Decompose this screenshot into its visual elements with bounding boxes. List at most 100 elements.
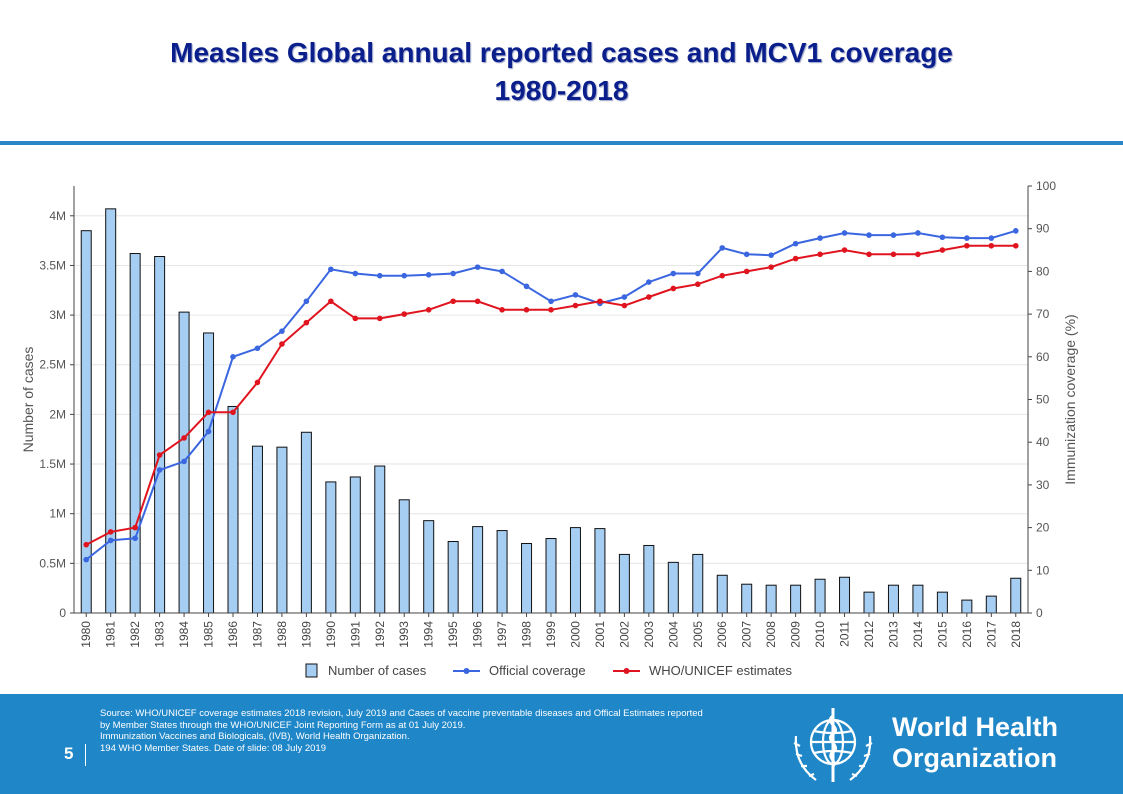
point-who-unicef-estimates: [792, 255, 799, 262]
left-axis-title: Number of cases: [20, 347, 36, 453]
x-tick-label: 1991: [348, 621, 362, 648]
point-official-coverage: [205, 428, 212, 435]
x-tick-label: 1988: [275, 621, 289, 648]
point-who-unicef-estimates: [328, 298, 334, 305]
bar-cases: [496, 530, 508, 614]
point-who-unicef-estimates: [743, 268, 750, 275]
x-tick-label: 2004: [666, 621, 680, 648]
point-official-coverage: [621, 294, 628, 300]
point-official-coverage: [303, 298, 310, 305]
bar-cases: [276, 446, 288, 614]
point-who-unicef-estimates: [548, 307, 554, 313]
right-tick-label: 60: [1036, 350, 1050, 364]
point-official-coverage: [156, 467, 163, 473]
x-tick-label: 1997: [495, 621, 509, 648]
point-official-coverage: [254, 345, 261, 352]
x-tick-label: 2010: [813, 621, 827, 648]
left-tick-label: 0: [59, 606, 66, 620]
x-tick-label: 2013: [886, 621, 900, 648]
source-line: by Member States through the WHO/UNICEF …: [100, 719, 466, 731]
org-line-2: Organization: [892, 743, 1058, 773]
point-official-coverage: [841, 230, 848, 236]
point-who-unicef-estimates: [523, 307, 530, 313]
point-who-unicef-estimates: [425, 307, 432, 313]
bar-cases: [594, 528, 606, 614]
bar-cases: [936, 591, 948, 614]
bar-cases: [741, 583, 753, 614]
title-line-2: 1980-2018: [494, 75, 629, 106]
bar-cases: [300, 431, 312, 614]
x-tick-label: 1989: [299, 621, 313, 648]
bar-cases: [521, 542, 533, 614]
x-tick-label: 1984: [177, 621, 191, 648]
point-official-coverage: [352, 270, 359, 277]
legend-swatch-cases: [305, 663, 318, 678]
page-number: 5: [64, 744, 74, 763]
footer-band: Source: WHO/UNICEF coverage estimates 20…: [0, 694, 1123, 794]
title-divider: [0, 141, 1123, 145]
point-official-coverage: [988, 235, 995, 241]
point-official-coverage: [474, 264, 481, 270]
bar-cases: [790, 584, 802, 614]
point-official-coverage: [401, 272, 408, 279]
slide-title: Measles Global annual reported cases and…: [0, 34, 1123, 110]
left-tick-label: 1M: [49, 507, 66, 521]
bar-cases: [716, 574, 728, 614]
bar-cases: [349, 476, 361, 614]
point-who-unicef-estimates: [915, 251, 921, 258]
organization-name: World Health Organization: [892, 712, 1058, 774]
x-tick-label: 1980: [79, 621, 93, 648]
bar-cases: [814, 578, 826, 614]
point-official-coverage: [1012, 228, 1019, 234]
source-line: 194 WHO Member States. Date of slide: 08…: [100, 742, 326, 754]
line-official-coverage: [85, 229, 1017, 561]
left-tick-label: 3M: [49, 308, 66, 322]
x-tick-label: 1998: [520, 621, 534, 648]
point-who-unicef-estimates: [670, 285, 677, 292]
point-who-unicef-estimates: [1012, 242, 1019, 249]
point-official-coverage: [743, 251, 750, 258]
x-tick-label: 2003: [642, 621, 656, 648]
point-official-coverage: [107, 537, 114, 544]
x-tick-label: 2015: [935, 621, 949, 648]
bar-cases: [618, 553, 630, 614]
x-tick-label: 2017: [984, 621, 998, 648]
bar-cases: [912, 584, 924, 614]
x-tick-label: 2000: [568, 621, 582, 648]
x-tick-label: 1993: [397, 621, 411, 648]
point-official-coverage: [376, 272, 383, 279]
x-tick-label: 1985: [202, 621, 216, 648]
x-tick-label: 2005: [691, 621, 705, 648]
point-who-unicef-estimates: [205, 409, 212, 416]
right-axis-title: Immunization coverage (%): [1062, 314, 1078, 484]
x-tick-label: 2016: [960, 621, 974, 648]
point-official-coverage: [83, 556, 90, 563]
right-tick-label: 70: [1036, 307, 1050, 321]
x-tick-label: 2018: [1009, 621, 1023, 648]
bar-cases: [765, 584, 777, 614]
point-who-unicef-estimates: [719, 272, 726, 279]
bar-cases: [325, 481, 337, 614]
point-official-coverage: [425, 272, 432, 278]
x-tick-label: 1981: [104, 621, 118, 648]
right-tick-label: 30: [1036, 478, 1050, 492]
point-official-coverage: [181, 458, 187, 465]
point-official-coverage: [768, 252, 774, 258]
bar-cases: [447, 541, 459, 614]
x-tick-label: 2012: [862, 621, 876, 648]
bar-cases: [839, 576, 851, 614]
point-who-unicef-estimates: [303, 319, 310, 326]
x-tick-label: 1992: [373, 621, 387, 648]
source-line: Source: WHO/UNICEF coverage estimates 20…: [100, 708, 703, 719]
x-tick-label: 2014: [911, 621, 925, 648]
point-who-unicef-estimates: [597, 298, 603, 305]
x-tick-label: 1986: [226, 621, 240, 648]
right-tick-label: 40: [1036, 435, 1050, 449]
point-who-unicef-estimates: [768, 264, 774, 270]
point-who-unicef-estimates: [132, 524, 138, 531]
org-line-1: World Health: [892, 712, 1059, 742]
x-tick-label: 2008: [764, 621, 778, 648]
bar-cases: [961, 599, 973, 614]
bar-cases: [643, 544, 655, 614]
right-tick-label: 90: [1036, 222, 1050, 236]
